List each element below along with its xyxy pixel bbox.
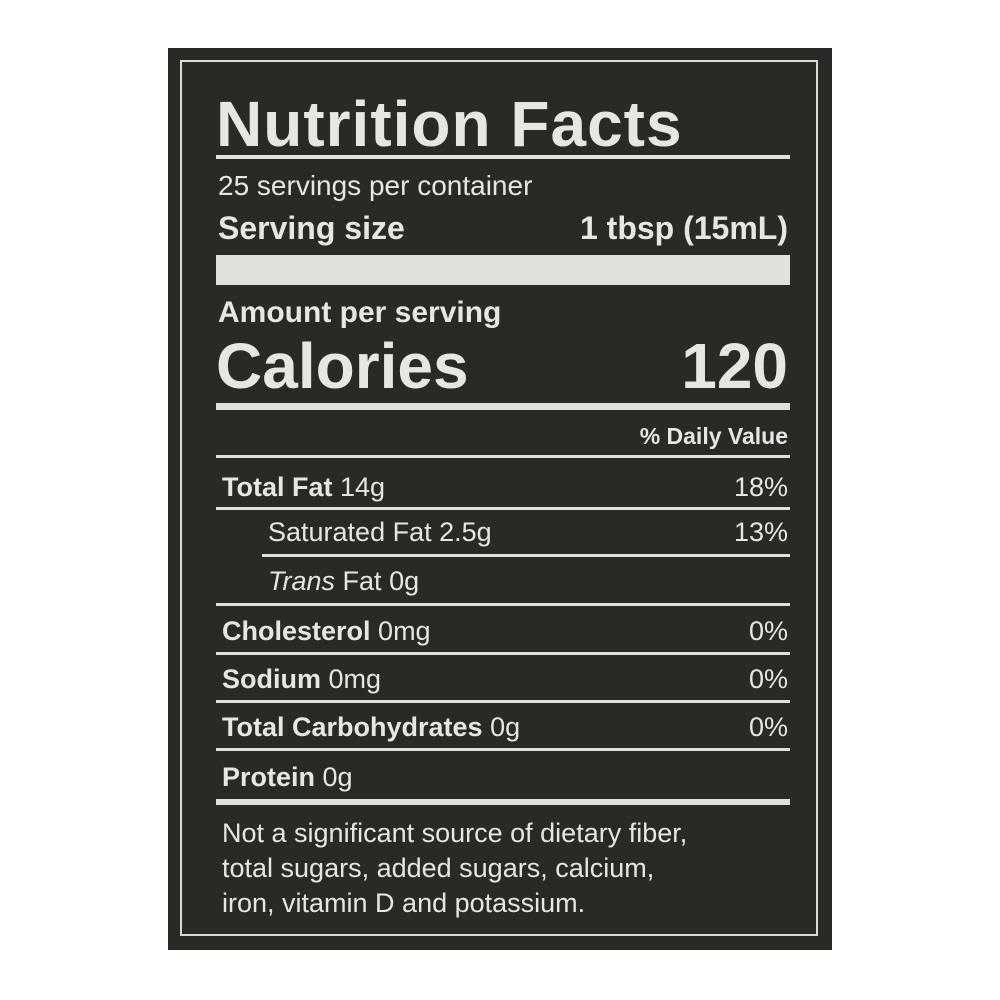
nutrient-amount: 0g — [322, 762, 353, 792]
nutrient-dv: 13% — [733, 517, 788, 547]
divider — [216, 455, 790, 458]
nutrient-amount: 0mg — [378, 616, 431, 646]
nutrient-row-total-carbohydrates: Total Carbohydrates 0g 0% — [222, 714, 788, 741]
nutrient-dv: 18% — [733, 472, 788, 502]
nutrient-amount: 0mg — [328, 664, 382, 694]
serving-size-label: Serving size — [218, 210, 405, 246]
footnote-line: total sugars, added sugars, calcium, — [222, 853, 655, 883]
nutrient-dv: 0% — [748, 664, 788, 694]
label-border — [180, 60, 818, 936]
footnote-line: iron, vitamin D and potassium. — [222, 888, 586, 918]
serving-size-value: 1 tbsp (15mL) — [579, 210, 788, 246]
nutrient-row-trans-fat: Trans Fat 0g — [268, 568, 788, 595]
divider — [216, 652, 790, 655]
nutrient-amount: 2.5g — [439, 517, 492, 547]
nutrient-name: Fat — [342, 566, 382, 596]
calories-value: 120 — [681, 330, 788, 402]
calories-label: Calories — [216, 330, 469, 402]
divider — [216, 507, 790, 510]
medium-divider — [216, 403, 790, 410]
divider — [216, 700, 790, 703]
nutrient-row-total-fat: Total Fat 14g 18% — [222, 474, 788, 501]
nutrient-amount: 14g — [340, 472, 386, 502]
nutrient-row-cholesterol: Cholesterol 0mg 0% — [222, 618, 788, 645]
thick-divider — [216, 799, 790, 805]
label-title: Nutrition Facts — [216, 88, 683, 160]
nutrient-name: Total Fat — [222, 472, 333, 502]
nutrient-dv: 0% — [748, 616, 788, 646]
divider — [216, 748, 790, 751]
nutrient-name: Total Carbohydrates — [222, 712, 483, 742]
nutrient-name: Saturated Fat — [268, 517, 432, 547]
nutrient-row-saturated-fat: Saturated Fat 2.5g 13% — [268, 519, 788, 546]
footnote-line: Not a significant source of dietary fibe… — [222, 818, 688, 848]
nutrient-row-protein: Protein 0g — [222, 764, 788, 791]
amount-per-serving: Amount per serving — [218, 296, 502, 329]
nutrient-name: Protein — [222, 762, 316, 792]
nutrient-row-sodium: Sodium 0mg 0% — [222, 666, 788, 693]
thick-divider — [216, 255, 790, 285]
servings-per-container: 25 servings per container — [218, 170, 533, 201]
divider — [216, 155, 790, 159]
nutrient-amount: 0g — [389, 566, 420, 596]
nutrient-name: Sodium — [222, 664, 321, 694]
nutrient-dv: 0% — [748, 712, 788, 742]
daily-value-header: % Daily Value — [639, 423, 788, 449]
nutrient-name: Cholesterol — [222, 616, 371, 646]
nutrient-amount: 0g — [490, 712, 521, 742]
divider — [262, 554, 790, 557]
divider — [216, 603, 790, 606]
nutrient-name-italic: Trans — [268, 566, 336, 596]
